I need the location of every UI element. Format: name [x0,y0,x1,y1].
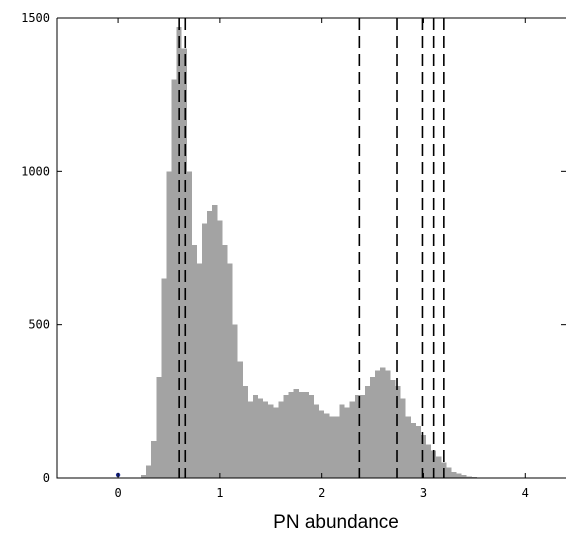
histogram-bar [395,386,401,478]
histogram-bar [400,398,406,478]
histogram-bar [232,324,238,478]
histogram-bar [181,48,187,479]
histogram-bar [171,79,177,478]
histogram-bar [410,422,416,478]
y-axis-ticks: 0 500 1000 1500 [21,11,566,485]
histogram-bar [329,416,335,478]
histogram-bar [252,395,259,478]
histogram-bar [426,444,432,478]
histogram-bar [334,416,340,478]
histogram-bar [283,395,289,478]
histogram-bar [314,404,320,478]
histogram-bar [217,220,223,478]
histogram-bar [263,401,269,478]
histogram-bar [146,465,152,478]
histogram-bar [359,395,365,478]
histogram-bar [247,401,253,478]
histogram-bar [273,407,279,478]
x-tick-label: 0 [114,486,121,500]
histogram-bar [349,401,355,478]
histogram-bar [298,392,304,478]
histogram-bar [196,263,203,478]
x-axis-title: PN abundance [273,512,399,533]
histogram-bar [293,389,299,478]
histogram-bar [308,395,315,478]
histogram-bar [288,392,294,478]
histogram-bar [186,171,192,479]
histogram-bar [212,205,218,479]
histogram-bar [420,435,427,478]
histogram-bar [344,407,350,478]
histogram-bar [278,401,284,478]
y-tick-label: 1500 [21,11,50,25]
histogram-bar [364,386,371,478]
threshold-lines [178,18,445,478]
histogram-bar [380,367,386,478]
histogram-bar [140,474,147,478]
y-tick-label: 0 [43,471,50,485]
histogram-bar [303,392,309,478]
histogram-bar [451,471,457,478]
histogram-bar [268,404,274,478]
histogram-bar [456,473,462,478]
histogram-bar [151,441,157,478]
histogram-bar [339,404,345,478]
histogram-bar [319,410,325,478]
x-tick-label: 1 [216,486,223,500]
y-tick-label: 500 [28,318,50,332]
histogram-bar [466,476,472,478]
histogram-bar [370,376,376,478]
histogram-bar [166,171,172,479]
x-tick-label: 2 [318,486,325,500]
histogram-bar [207,211,213,478]
histogram-bar [390,379,396,478]
histogram-bar [436,456,442,478]
histogram-bar [237,361,243,478]
histogram-bar [415,425,421,478]
histogram-bar [242,386,248,478]
histogram-bar [446,467,452,478]
histogram-bar [191,244,197,478]
histogram-bar [461,474,467,478]
histogram-bar [354,395,360,478]
histogram-bar [258,398,264,478]
histogram-bar [405,416,411,478]
histogram-bar [202,223,208,478]
y-tick-label: 1000 [21,164,50,178]
histogram-bar [375,370,381,478]
histogram-bar [324,413,330,478]
x-axis-ticks: 0 1 2 3 4 [114,18,529,500]
histogram-bar [161,278,167,478]
x-tick-label: 4 [522,486,529,500]
x-tick-label: 3 [420,486,427,500]
histogram-bar [431,450,437,478]
histogram-bars [140,27,477,479]
histogram-bar [156,376,162,478]
histogram-bar [385,370,391,478]
histogram-bar [227,263,233,478]
histogram-bar [222,244,228,478]
